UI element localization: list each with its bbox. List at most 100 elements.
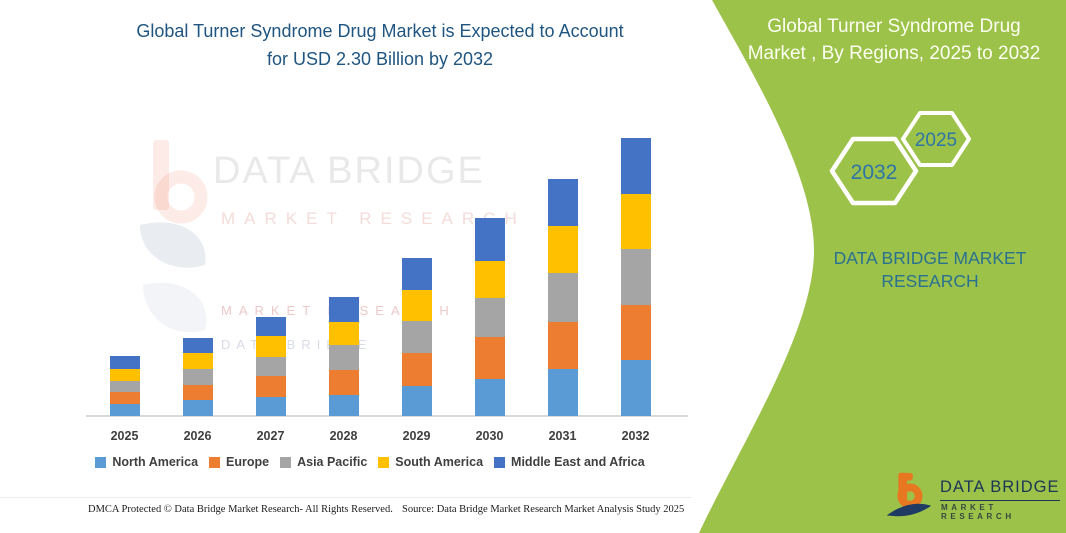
x-axis-line xyxy=(86,415,688,417)
logo-name: DATA BRIDGE xyxy=(940,478,1060,501)
legend-label-north-america: North America xyxy=(112,455,199,469)
year-hexagons: 2032 2025 xyxy=(829,111,971,206)
legend-item-europe[interactable]: Europe xyxy=(209,455,269,469)
legend-label-south-america: South America xyxy=(395,455,484,469)
hexagon-2025 xyxy=(901,111,971,167)
segment-europe-2025[interactable] xyxy=(109,391,140,404)
segment-north-america-2029[interactable] xyxy=(401,385,432,416)
dmca-notice: DMCA Protected © Data Bridge Market Rese… xyxy=(88,504,393,515)
segment-middle-east-and-africa-2026[interactable] xyxy=(182,337,213,354)
legend-label-asia-pacific: Asia Pacific xyxy=(297,455,368,469)
segment-south-america-2027[interactable] xyxy=(255,336,286,357)
panel-title-line2: Market , By Regions, 2025 to 2032 xyxy=(747,43,1041,64)
stacked-bar-2030[interactable] xyxy=(474,217,505,416)
bar-group-2032 xyxy=(599,120,672,416)
x-axis-labels: 2025 2026 2027 2028 2029 2030 2031 2032 xyxy=(88,429,672,443)
x-axis-label-2030: 2030 xyxy=(475,429,504,443)
legend-item-south-america[interactable]: South America xyxy=(378,455,483,469)
segment-asia-pacific-2028[interactable] xyxy=(328,344,359,371)
stacked-bar-2025[interactable] xyxy=(109,355,140,416)
legend-item-asia-pacific[interactable]: Asia Pacific xyxy=(280,455,367,469)
legend-swatch-europe xyxy=(209,456,221,468)
watermark-dbmr-logo-icon xyxy=(140,140,208,333)
page-title-line2: for USD 2.30 Billion by 2032 xyxy=(266,49,494,69)
segment-europe-2032[interactable] xyxy=(620,304,651,361)
stacked-bar-chart xyxy=(88,120,672,416)
segment-middle-east-and-africa-2027[interactable] xyxy=(255,316,286,337)
panel-title-line1: Global Turner Syndrome Drug xyxy=(767,16,1021,37)
stacked-bar-2029[interactable] xyxy=(401,257,432,416)
segment-north-america-2031[interactable] xyxy=(547,368,578,416)
legend-swatch-middle-east-and-africa xyxy=(494,456,506,468)
segment-south-america-2029[interactable] xyxy=(401,290,432,321)
legend-swatch-north-america xyxy=(95,456,107,468)
segment-asia-pacific-2026[interactable] xyxy=(182,368,213,385)
segment-europe-2028[interactable] xyxy=(328,370,359,396)
segment-middle-east-and-africa-2032[interactable] xyxy=(620,138,651,194)
panel-title: Global Turner Syndrome Drug Market , By … xyxy=(733,13,1055,67)
stacked-bar-2027[interactable] xyxy=(255,316,286,416)
chart-legend: North America Europe Asia Pacific South Ame… xyxy=(40,455,700,469)
page-title: Global Turner Syndrome Drug Market is Ex… xyxy=(70,17,690,73)
legend-item-north-america[interactable]: North America xyxy=(95,455,198,469)
segment-asia-pacific-2032[interactable] xyxy=(620,249,651,305)
stacked-bar-2032[interactable] xyxy=(620,138,651,416)
legend-swatch-asia-pacific xyxy=(280,456,292,468)
segment-europe-2026[interactable] xyxy=(182,384,213,401)
bar-group-2026 xyxy=(161,120,234,416)
segment-middle-east-and-africa-2029[interactable] xyxy=(401,257,432,291)
bar-group-2028 xyxy=(307,120,380,416)
segment-north-america-2030[interactable] xyxy=(474,378,505,416)
hexagon-2025-label: 2025 xyxy=(915,130,957,151)
segment-middle-east-and-africa-2031[interactable] xyxy=(547,178,578,227)
segment-asia-pacific-2030[interactable] xyxy=(474,297,505,338)
segment-south-america-2025[interactable] xyxy=(109,368,140,381)
segment-south-america-2026[interactable] xyxy=(182,353,213,369)
x-axis-label-2029: 2029 xyxy=(402,429,431,443)
source-note: Source: Data Bridge Market Research Mark… xyxy=(402,504,685,515)
segment-europe-2030[interactable] xyxy=(474,337,505,379)
stacked-bar-2028[interactable] xyxy=(328,297,359,416)
x-axis-label-2032: 2032 xyxy=(621,429,650,443)
x-axis-label-2026: 2026 xyxy=(183,429,212,443)
segment-middle-east-and-africa-2025[interactable] xyxy=(109,355,140,369)
segment-middle-east-and-africa-2028[interactable] xyxy=(328,297,359,322)
watermark-subtitle: MARKET RESEARCH xyxy=(221,209,526,228)
segment-europe-2029[interactable] xyxy=(401,353,432,386)
bar-group-2029 xyxy=(380,120,453,416)
segment-asia-pacific-2029[interactable] xyxy=(401,320,432,354)
bar-group-2030 xyxy=(453,120,526,416)
brand-wordmark-line1: DATA BRIDGE MARKET xyxy=(833,248,1027,268)
segment-south-america-2028[interactable] xyxy=(328,321,359,345)
legend-item-middle-east-and-africa[interactable]: Middle East and Africa xyxy=(494,455,645,469)
x-axis-label-2028: 2028 xyxy=(329,429,358,443)
segment-asia-pacific-2025[interactable] xyxy=(109,380,140,392)
segment-south-america-2031[interactable] xyxy=(547,226,578,274)
segment-north-america-2032[interactable] xyxy=(620,360,651,416)
bar-group-2025 xyxy=(88,120,161,416)
segment-middle-east-and-africa-2030[interactable] xyxy=(474,217,505,262)
hexagon-2032 xyxy=(829,136,919,206)
stacked-bar-2026[interactable] xyxy=(182,337,213,416)
legend-label-europe: Europe xyxy=(226,455,270,469)
segment-north-america-2027[interactable] xyxy=(255,396,286,416)
segment-north-america-2025[interactable] xyxy=(109,403,140,416)
segment-north-america-2028[interactable] xyxy=(328,395,359,416)
segment-asia-pacific-2031[interactable] xyxy=(547,273,578,322)
dbmr-logo-icon xyxy=(886,472,932,517)
brand-wordmark-line2: RESEARCH xyxy=(881,271,979,291)
segment-asia-pacific-2027[interactable] xyxy=(255,356,286,377)
segment-south-america-2032[interactable] xyxy=(620,193,651,250)
stacked-bar-2031[interactable] xyxy=(547,178,578,416)
x-axis-label-2031: 2031 xyxy=(548,429,577,443)
watermark-title: DATA BRIDGE xyxy=(213,150,485,192)
legend-swatch-south-america xyxy=(378,456,390,468)
hexagon-2032-label: 2032 xyxy=(851,161,898,184)
footer-divider xyxy=(0,497,692,498)
segment-europe-2031[interactable] xyxy=(547,321,578,369)
segment-south-america-2030[interactable] xyxy=(474,261,505,298)
segment-north-america-2026[interactable] xyxy=(182,400,213,416)
segment-europe-2027[interactable] xyxy=(255,376,286,397)
